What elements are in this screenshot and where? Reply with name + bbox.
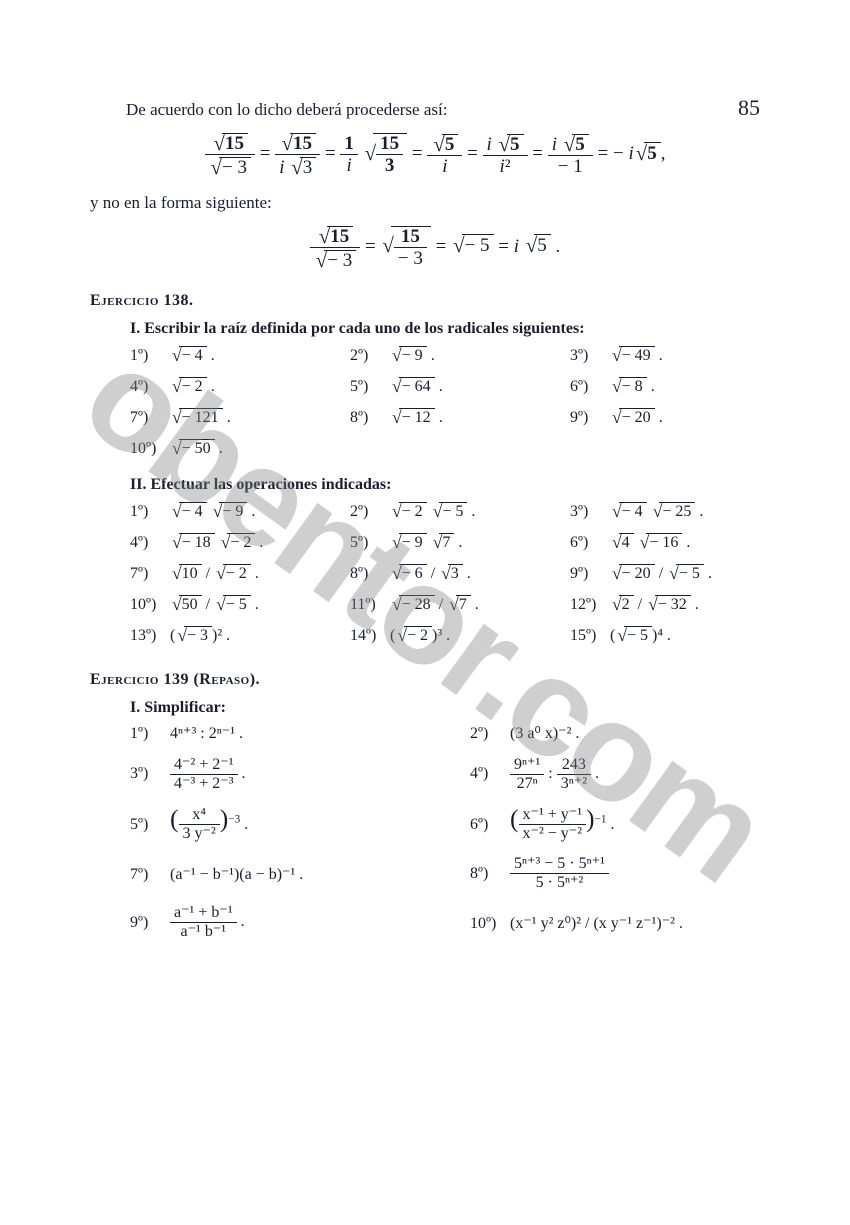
ex-item: 7º) − 121 . bbox=[130, 406, 340, 427]
ex-item: 1º) 4ⁿ⁺³ : 2ⁿ⁻¹ . bbox=[130, 723, 440, 743]
ex-item: 6º) − 8 . bbox=[570, 375, 780, 396]
intro-line-1: De acuerdo con lo dicho deberá proceders… bbox=[90, 98, 780, 122]
exercise-label: Ejercicio 139 (Repaso). bbox=[90, 671, 260, 688]
ex138-part1-grid: 1º) − 4 . 2º) − 9 . 3º) − 49 . 4º) − 2 . 5º)… bbox=[130, 344, 780, 458]
ex-item: 9º) − 20 / − 5 . bbox=[570, 562, 780, 583]
ex-item: 13º) (− 3)² . bbox=[130, 624, 340, 645]
ex-item: 9º) − 20 . bbox=[570, 406, 780, 427]
ex-item: 4º) − 18 − 2 . bbox=[130, 531, 340, 552]
page-number: 85 bbox=[738, 95, 760, 121]
ex138-part2-prompt: II. Efectuar las operaciones indicadas: bbox=[130, 476, 780, 494]
ex-item: 5º) (x⁴3 y⁻²)−3 . bbox=[130, 806, 440, 843]
ex-item: 3º) − 49 . bbox=[570, 344, 780, 365]
ex-item: 3º) 4⁻² + 2⁻¹4⁻³ + 2⁻³ . bbox=[130, 757, 440, 792]
ex-item: 2º) (3 a⁰ x)⁻² . bbox=[470, 723, 780, 743]
ex-item: 5º) − 9 7 . bbox=[350, 531, 560, 552]
ex138-part2-text: II. Efectuar las operaciones indicadas: bbox=[130, 476, 391, 493]
intro-line-2: y no en la forma siguiente: bbox=[90, 191, 780, 215]
ex-item: 2º) − 9 . bbox=[350, 344, 560, 365]
ex-item: 3º) − 4 − 25 . bbox=[570, 500, 780, 521]
exercise-138-heading: Ejercicio 138. bbox=[90, 292, 780, 310]
ex139-part1-prompt: I. Simplificar: bbox=[130, 699, 780, 717]
ex-item: 4º) 9ⁿ⁺¹27ⁿ : 2433ⁿ⁺² . bbox=[470, 757, 780, 792]
ex-item: 11º) − 28 / 7 . bbox=[350, 593, 560, 614]
ex-item: 6º) (x⁻¹ + y⁻¹x⁻² − y⁻²)−1 . bbox=[470, 806, 780, 843]
ex-item: 8º) − 12 . bbox=[350, 406, 560, 427]
ex-item: 10º) 50 / − 5 . bbox=[130, 593, 340, 614]
ex-item: 12º) 2 / − 32 . bbox=[570, 593, 780, 614]
ex-item: 1º) − 4 . bbox=[130, 344, 340, 365]
ex-item: 2º) − 2 − 5 . bbox=[350, 500, 560, 521]
ex138-part1-prompt: I. Escribir la raíz definida por cada un… bbox=[130, 320, 780, 338]
ex138-part2-grid: 1º) − 4 − 9 . 2º) − 2 − 5 . 3º) − 4 − 25 .… bbox=[130, 500, 780, 645]
ex-item: 5º) − 64 . bbox=[350, 375, 560, 396]
ex-item: 10º) (x⁻¹ y² z⁰)² / (x y⁻¹ z⁻¹)⁻² . bbox=[470, 913, 780, 933]
ex-item: 9º) a⁻¹ + b⁻¹a⁻¹ b⁻¹ . bbox=[130, 905, 440, 940]
exercise-label: Ejercicio 138. bbox=[90, 292, 193, 309]
ex138-part1-text: I. Escribir la raíz definida por cada un… bbox=[130, 320, 585, 337]
ex-item: 1º) − 4 − 9 . bbox=[130, 500, 340, 521]
ex-item: 8º) 5ⁿ⁺³ − 5 · 5ⁿ⁺¹5 · 5ⁿ⁺² bbox=[470, 856, 780, 891]
ex-item: 8º) − 6 / 3 . bbox=[350, 562, 560, 583]
exercise-139-heading: Ejercicio 139 (Repaso). bbox=[90, 671, 780, 689]
main-equation: 15− 3 = 15i 3 = 1i 153 = 5i = i 5i² = i … bbox=[90, 132, 780, 177]
ex-item: 15º) (− 5)⁴ . bbox=[570, 624, 780, 645]
ex-item: 4º) − 2 . bbox=[130, 375, 340, 396]
ex139-grid: 1º) 4ⁿ⁺³ : 2ⁿ⁻¹ . 2º) (3 a⁰ x)⁻² . 3º) 4⁻²… bbox=[130, 723, 780, 941]
ex-item: 7º) (a⁻¹ − b⁻¹)(a − b)⁻¹ . bbox=[130, 864, 440, 884]
ex-item: 10º) − 50 . bbox=[130, 437, 340, 458]
secondary-equation: 15− 3 = 15− 3 = − 5 = i 5 . bbox=[90, 225, 780, 270]
ex139-part1-text: I. Simplificar: bbox=[130, 699, 226, 716]
page: 85 De acuerdo con lo dicho deberá proced… bbox=[0, 0, 850, 980]
ex-item: 7º) 10 / − 2 . bbox=[130, 562, 340, 583]
ex-item: 14º) (− 2)³ . bbox=[350, 624, 560, 645]
ex-item: 6º) 4 − 16 . bbox=[570, 531, 780, 552]
